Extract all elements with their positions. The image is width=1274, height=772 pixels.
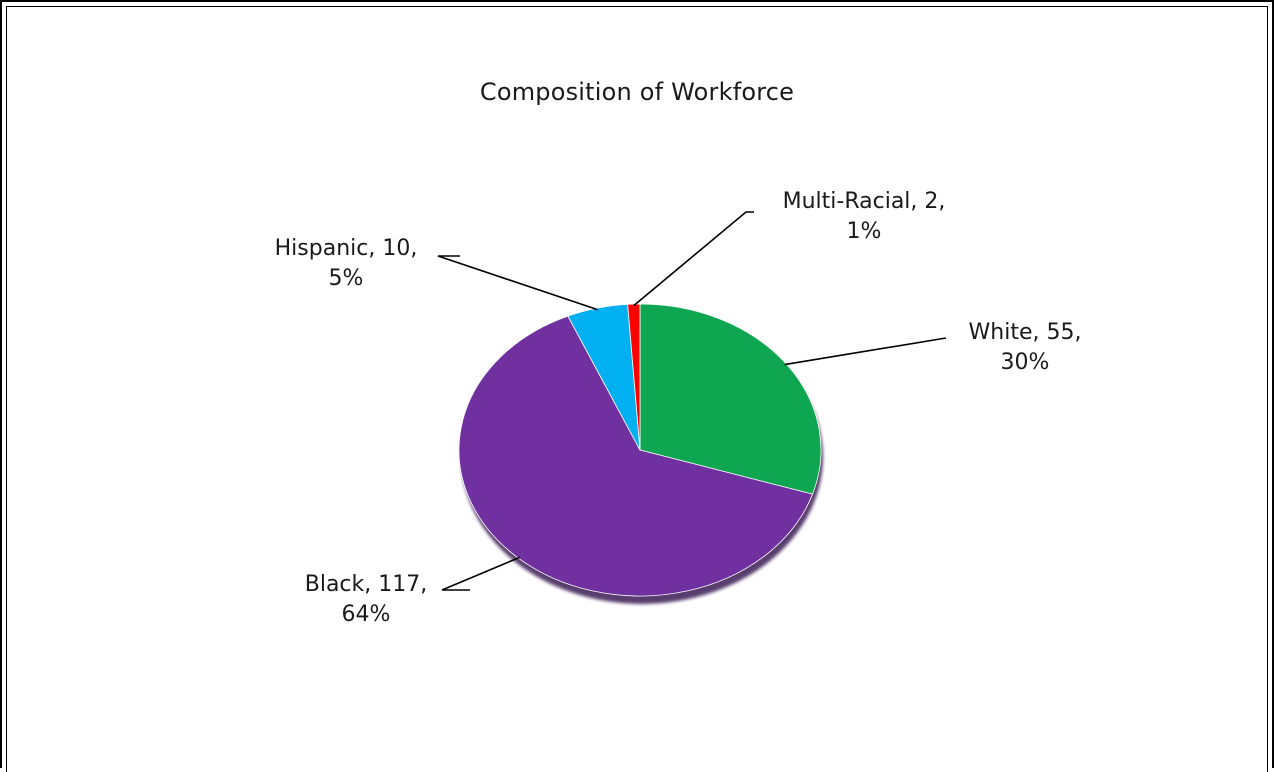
leader-lines	[437, 211, 947, 591]
data-label-white: White, 55, 30%	[950, 318, 1100, 378]
pie-slice-multi-racial	[627, 303, 641, 451]
chart-title: Composition of Workforce	[479, 78, 795, 106]
data-label-multi-racial-line1: Multi-Racial, 2,	[782, 189, 946, 214]
data-label-hispanic-line1: Hispanic, 10,	[274, 236, 418, 261]
data-label-white-line2: 30%	[1000, 350, 1050, 375]
data-label-white-line1: White, 55,	[968, 320, 1082, 345]
data-label-hispanic: Hispanic, 10, 5%	[254, 234, 438, 294]
data-label-black: Black, 117, 64%	[286, 570, 446, 630]
data-label-black-line1: Black, 117,	[304, 572, 428, 597]
data-label-hispanic-line2: 5%	[328, 266, 364, 291]
data-label-multi-racial-line2: 1%	[846, 219, 882, 244]
leader-line-multi-racial	[633, 211, 754, 307]
leader-line-white	[784, 337, 947, 366]
pie-slices	[458, 303, 822, 597]
leader-line-hispanic	[437, 255, 598, 311]
leader-line-black	[441, 556, 521, 591]
data-label-black-line2: 64%	[341, 602, 391, 627]
data-label-multi-racial: Multi-Racial, 2, 1%	[752, 187, 976, 247]
